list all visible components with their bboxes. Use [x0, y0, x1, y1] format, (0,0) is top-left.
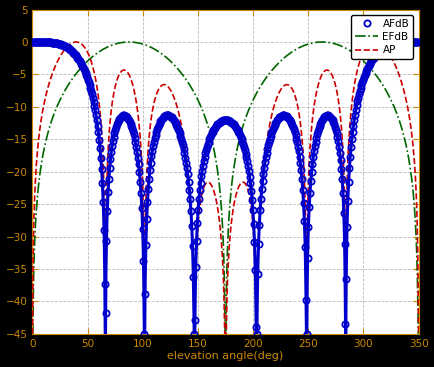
- Legend: AFdB, EFdB, AP: AFdB, EFdB, AP: [351, 15, 413, 59]
- AFdB: [246, 169, 251, 173]
- EFdB: [400, 128, 405, 132]
- Line: AP: AP: [33, 42, 418, 334]
- AP: [323, 68, 328, 73]
- EFdB: [30, 332, 35, 336]
- X-axis label: elevation angle(deg): elevation angle(deg): [168, 352, 283, 361]
- AFdB: [381, 46, 386, 50]
- AFdB: [265, 146, 270, 151]
- AFdB: [193, 265, 198, 270]
- Line: AFdB: AFdB: [29, 39, 421, 337]
- AP: [161, 83, 166, 87]
- AP: [395, 69, 400, 73]
- EFdB: [161, 53, 166, 58]
- Line: EFdB: EFdB: [33, 42, 418, 334]
- AP: [213, 194, 218, 198]
- AP: [30, 332, 35, 336]
- AFdB: [314, 135, 319, 140]
- AFdB: [30, 40, 35, 44]
- AFdB: [151, 144, 156, 148]
- AFdB: [141, 332, 147, 336]
- AFdB: [415, 40, 421, 44]
- EFdB: [126, 40, 132, 44]
- EFdB: [323, 40, 328, 44]
- EFdB: [213, 154, 218, 159]
- AP: [400, 83, 405, 87]
- AP: [416, 332, 421, 336]
- AP: [73, 40, 79, 44]
- EFdB: [416, 332, 421, 336]
- EFdB: [395, 113, 400, 118]
- AP: [312, 100, 317, 104]
- EFdB: [312, 40, 317, 45]
